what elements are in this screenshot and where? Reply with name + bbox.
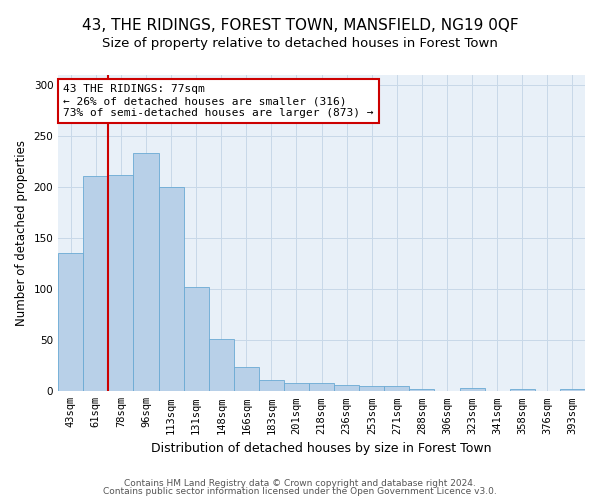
Bar xyxy=(385,386,409,392)
Text: 43 THE RIDINGS: 77sqm
← 26% of detached houses are smaller (316)
73% of semi-det: 43 THE RIDINGS: 77sqm ← 26% of detached … xyxy=(64,84,374,117)
Text: Contains HM Land Registry data © Crown copyright and database right 2024.: Contains HM Land Registry data © Crown c… xyxy=(124,478,476,488)
Bar xyxy=(184,287,209,392)
Bar xyxy=(234,367,259,392)
Bar xyxy=(359,386,385,392)
Bar xyxy=(460,388,485,392)
Text: Size of property relative to detached houses in Forest Town: Size of property relative to detached ho… xyxy=(102,38,498,51)
Bar xyxy=(510,390,535,392)
Bar xyxy=(158,187,184,392)
Bar xyxy=(409,390,434,392)
Bar xyxy=(560,390,585,392)
Text: 43, THE RIDINGS, FOREST TOWN, MANSFIELD, NG19 0QF: 43, THE RIDINGS, FOREST TOWN, MANSFIELD,… xyxy=(82,18,518,32)
Text: Contains public sector information licensed under the Open Government Licence v3: Contains public sector information licen… xyxy=(103,487,497,496)
Bar xyxy=(83,176,109,392)
Bar xyxy=(109,175,133,392)
Y-axis label: Number of detached properties: Number of detached properties xyxy=(15,140,28,326)
X-axis label: Distribution of detached houses by size in Forest Town: Distribution of detached houses by size … xyxy=(151,442,492,455)
Bar xyxy=(133,152,158,392)
Bar xyxy=(334,385,359,392)
Bar xyxy=(259,380,284,392)
Bar xyxy=(309,383,334,392)
Bar xyxy=(58,252,83,392)
Bar xyxy=(284,383,309,392)
Bar xyxy=(209,340,234,392)
